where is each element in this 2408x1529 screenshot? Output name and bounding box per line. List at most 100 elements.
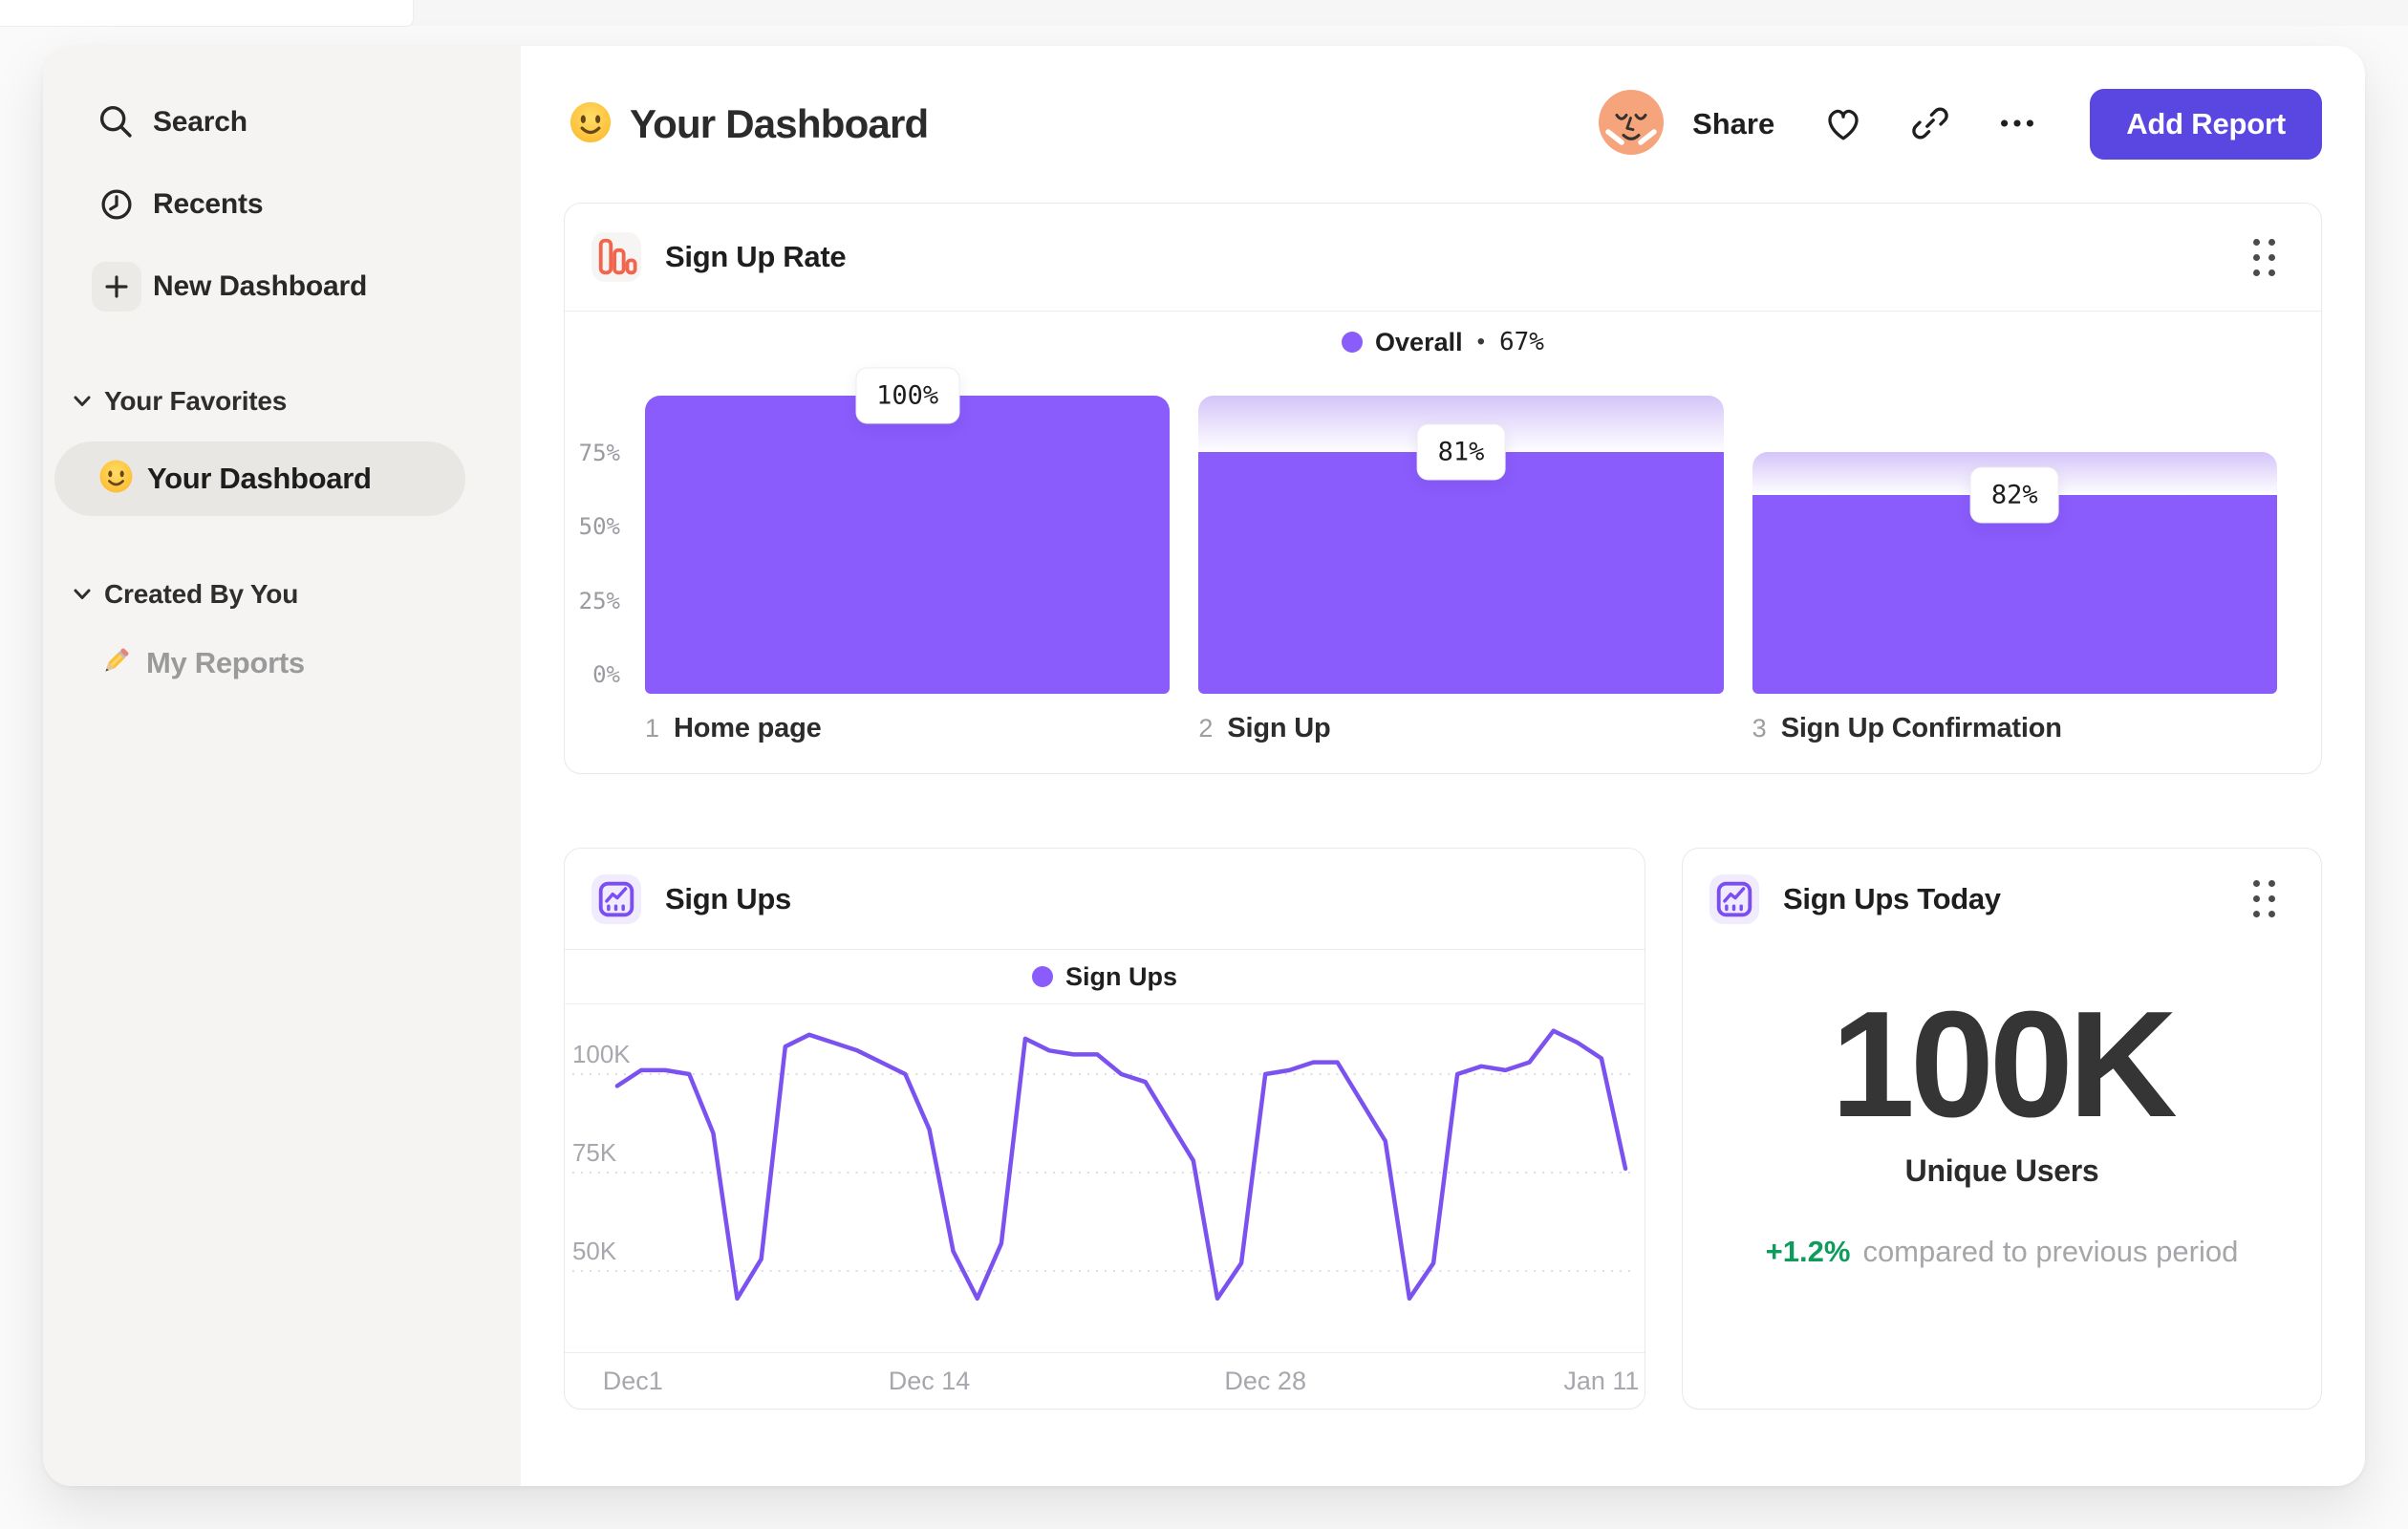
funnel-chart-icon xyxy=(591,232,641,282)
line-legend[interactable]: Sign Ups xyxy=(565,950,1645,1004)
heart-icon xyxy=(1821,101,1865,148)
line-chart: 100K 75K 50K xyxy=(572,1028,1638,1302)
card-header: Sign Ups Today xyxy=(1683,849,2321,949)
sidebar-item-your-dashboard[interactable]: Your Dashboard xyxy=(54,441,465,516)
sidebar-item-search[interactable]: Search xyxy=(92,96,521,149)
funnel-step-label: 2 Sign Up xyxy=(1198,713,1723,744)
drag-handle-icon[interactable] xyxy=(2247,233,2281,282)
sidebar-nav: Search Recents New Dashboard xyxy=(43,96,521,313)
sidebar-item-label: Your Dashboard xyxy=(147,462,372,495)
line-chart-icon xyxy=(1709,873,1759,924)
card-header: Sign Up Rate xyxy=(565,204,2321,311)
card-sign-ups-today: Sign Ups Today 100K Unique Users +1.2% c… xyxy=(1682,848,2322,1410)
funnel-bar-value-badge: 81% xyxy=(1416,423,1506,481)
app-window: Search Recents New Dashboard Your Fa xyxy=(43,46,2365,1486)
delta-percent: +1.2% xyxy=(1765,1235,1851,1268)
avatar[interactable] xyxy=(1599,89,1665,160)
search-icon xyxy=(92,97,141,147)
delta-note: compared to previous period xyxy=(1862,1235,2239,1268)
clock-icon xyxy=(92,180,141,229)
step-number: 1 xyxy=(645,714,660,743)
line-chart-x-tick: Dec1 xyxy=(602,1367,663,1395)
header-actions: Share Add Report xyxy=(1599,89,2322,160)
funnel-step-labels: 1 Home page 2 Sign Up 3 Sign Up Confirmation xyxy=(645,713,2277,744)
main-content: Your Dashboard Share xyxy=(521,46,2365,1486)
pencil-emoji-icon xyxy=(98,644,133,683)
legend-label: Overall xyxy=(1375,327,1463,356)
funnel-legend[interactable]: Overall • 67% xyxy=(565,312,2321,373)
page-title: Your Dashboard xyxy=(630,101,929,146)
chevron-down-icon xyxy=(72,395,93,408)
step-name: Sign Up Confirmation xyxy=(1780,713,2062,743)
step-number: 2 xyxy=(1198,714,1214,743)
legend-dot xyxy=(1031,966,1053,987)
funnel-bar-3[interactable]: 82% xyxy=(1752,396,2277,694)
section-your-favorites: Your Favorites Your Dashboard xyxy=(43,384,521,516)
share-button[interactable]: Share xyxy=(1692,107,1775,140)
top-tab xyxy=(0,0,414,27)
sidebar-item-label: Recents xyxy=(153,188,264,220)
more-options-button[interactable] xyxy=(1995,101,2039,148)
legend-dot xyxy=(1342,332,1364,353)
metric-body: 100K Unique Users +1.2% compared to prev… xyxy=(1683,949,2321,1269)
funnel-y-tick: 75% xyxy=(578,439,620,466)
copy-link-button[interactable] xyxy=(1909,102,1951,147)
link-icon xyxy=(1909,102,1951,147)
funnel-y-tick: 25% xyxy=(578,587,620,614)
funnel-step-label: 1 Home page xyxy=(645,713,1170,744)
line-chart-x-tick: Jan 11 xyxy=(1563,1367,1640,1395)
step-name: Home page xyxy=(674,713,822,743)
funnel-chart: 75% 50% 25% 0% 100% 81% 82% xyxy=(565,367,2277,694)
sidebar-item-label: New Dashboard xyxy=(153,270,368,302)
step-name: Sign Up xyxy=(1227,713,1331,743)
metric-value: 100K xyxy=(1831,980,2178,1149)
line-chart-x-tick: Dec 14 xyxy=(888,1367,971,1395)
funnel-bar-fill xyxy=(1752,495,2277,694)
metric-label: Unique Users xyxy=(1904,1153,2099,1188)
funnel-bar-value-badge: 100% xyxy=(855,367,960,424)
metric-delta: +1.2% compared to previous period xyxy=(1766,1235,2239,1269)
funnel-bars: 100% 81% 82% xyxy=(645,367,2277,694)
card-title: Sign Up Rate xyxy=(665,240,847,273)
smiley-emoji-icon xyxy=(98,459,134,499)
line-chart-x-tick: Dec 28 xyxy=(1224,1367,1306,1395)
dashboard-header: Your Dashboard Share xyxy=(564,46,2322,203)
sidebar: Search Recents New Dashboard Your Fa xyxy=(43,46,521,1486)
plus-icon xyxy=(92,262,141,312)
card-title: Sign Ups xyxy=(665,881,791,915)
funnel-y-tick: 0% xyxy=(592,661,620,688)
line-chart-y-tick: 75K xyxy=(572,1138,617,1167)
line-chart-icon xyxy=(591,873,641,924)
sidebar-item-new-dashboard[interactable]: New Dashboard xyxy=(92,260,521,313)
line-chart-x-axis: Dec1 Dec 14 Dec 28 Jan 11 xyxy=(565,1352,1645,1409)
line-chart-y-tick: 100K xyxy=(572,1040,631,1068)
funnel-step-label: 3 Sign Up Confirmation xyxy=(1752,713,2277,744)
funnel-bar-value-badge: 82% xyxy=(1969,466,2059,524)
funnel-y-tick: 50% xyxy=(578,513,620,540)
title-group: Your Dashboard xyxy=(569,100,929,149)
cards-row: Sign Ups Sign Ups 100K 75K 50K Dec1 Dec 14 D… xyxy=(564,848,2322,1410)
sidebar-item-label: My Reports xyxy=(146,646,305,679)
legend-value: 67% xyxy=(1499,328,1544,356)
add-report-button[interactable]: Add Report xyxy=(2090,89,2322,160)
sidebar-item-recents[interactable]: Recents xyxy=(92,178,521,231)
funnel-bar-2[interactable]: 81% xyxy=(1198,396,1724,694)
smiley-emoji-icon xyxy=(569,100,613,149)
card-title: Sign Ups Today xyxy=(1783,881,2001,915)
funnel-bar-1[interactable]: 100% xyxy=(645,367,1171,694)
section-header-your-favorites[interactable]: Your Favorites xyxy=(43,384,521,419)
favorite-button[interactable] xyxy=(1821,101,1865,148)
legend-label: Sign Ups xyxy=(1064,961,1177,991)
ellipsis-icon xyxy=(1995,101,2039,148)
funnel-bar-fill xyxy=(1198,451,1724,694)
chevron-down-icon xyxy=(72,588,93,601)
step-number: 3 xyxy=(1752,714,1767,743)
divider xyxy=(565,311,2321,312)
section-created-by-you: Created By You My Reports xyxy=(43,577,521,690)
section-header-created-by-you[interactable]: Created By You xyxy=(43,577,521,612)
card-header: Sign Ups xyxy=(565,849,1645,949)
drag-handle-icon[interactable] xyxy=(2247,874,2281,923)
legend-separator: • xyxy=(1476,329,1485,355)
sidebar-item-label: Search xyxy=(153,106,247,138)
sidebar-item-my-reports[interactable]: My Reports xyxy=(43,636,521,690)
